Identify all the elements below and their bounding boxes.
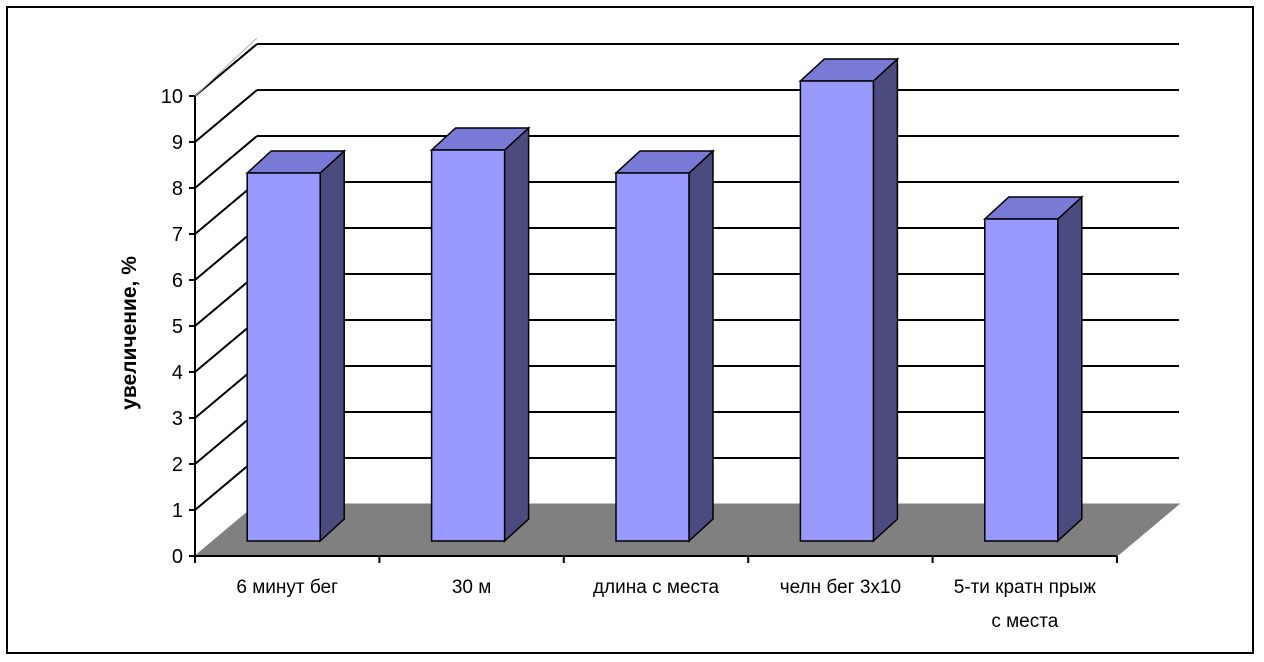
- y-tick-label: 5: [172, 316, 183, 338]
- x-category-label: 6 минут бег: [236, 577, 338, 598]
- chart-bars: [245, 57, 1084, 543]
- x-category-label: длина с места: [593, 577, 720, 598]
- y-axis-title: увеличение, %: [118, 256, 141, 410]
- gridline-diagonal: [194, 89, 258, 143]
- bar-front-face: [615, 172, 690, 542]
- y-tick-label: 8: [172, 178, 183, 200]
- y-tick-label: 9: [172, 132, 183, 154]
- bar: [798, 57, 900, 543]
- bar: [982, 195, 1084, 543]
- chart-frame: 0 1 2 3 4 5 6 7 8 9 10 6 минут бег 30 м длина с места…: [6, 6, 1254, 654]
- x-category-label: 5-ти кратн прыж: [954, 577, 1097, 598]
- gridline-diagonal: [194, 43, 258, 97]
- y-tick-label: 6: [172, 270, 183, 292]
- bar-side-face: [872, 57, 899, 543]
- x-category-label: челн бег 3х10: [780, 577, 901, 598]
- y-tick-label: 10: [161, 86, 183, 108]
- bar-front-face: [430, 149, 506, 542]
- bar-front-face: [246, 172, 321, 542]
- y-tick-label: 2: [172, 454, 183, 476]
- side-wall-edge: [194, 37, 258, 97]
- y-tick-label: 3: [172, 408, 183, 430]
- bar: [429, 126, 531, 543]
- y-tick-label: 4: [172, 362, 183, 384]
- bar-front-face: [799, 80, 875, 542]
- bar: [614, 149, 715, 543]
- chart-axes: [189, 95, 1118, 563]
- x-category-label: 30 м: [452, 577, 491, 598]
- bar-side-face: [503, 126, 530, 543]
- bar-side-face: [319, 149, 345, 543]
- bar-front-face: [984, 218, 1059, 542]
- bar-side-face: [1057, 195, 1083, 543]
- y-tick-label: 7: [172, 224, 183, 246]
- y-tick-label: 0: [172, 546, 183, 568]
- gridline-diagonal: [194, 135, 258, 189]
- bar: [245, 149, 347, 543]
- bar-side-face: [688, 149, 714, 543]
- chart-labels: 0 1 2 3 4 5 6 7 8 9 10 6 минут бег 30 м длина с места…: [161, 86, 1096, 632]
- x-category-label: с места: [991, 611, 1058, 632]
- y-tick-label: 1: [172, 500, 183, 522]
- bar-chart: 0 1 2 3 4 5 6 7 8 9 10 6 минут бег 30 м длина с места…: [118, 37, 1181, 632]
